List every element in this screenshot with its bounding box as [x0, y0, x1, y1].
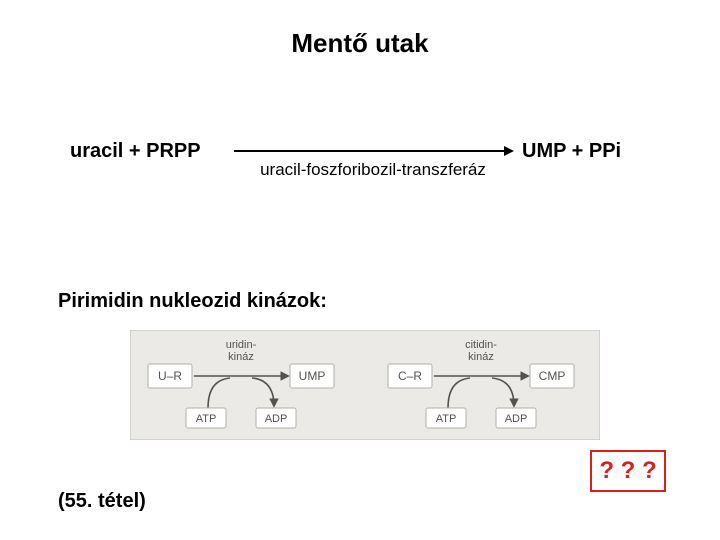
kinase-diagram: U–R UMP uridin- kináz ATP ADP C–R — [130, 330, 600, 440]
enzyme-label-top: uridin- — [226, 339, 257, 351]
reaction-arrow — [234, 150, 512, 152]
node-product-label: UMP — [299, 369, 326, 383]
cofactor-out-label: ADP — [505, 413, 528, 425]
question-mark-box: ? ? ? — [590, 450, 666, 492]
cofactor-in-label: ATP — [436, 413, 457, 425]
enzyme-label-bot: kináz — [468, 351, 494, 363]
reaction-enzyme-label: uracil-foszforibozil-transzferáz — [234, 160, 512, 180]
reaction-product: UMP + PPi — [522, 140, 621, 163]
node-product-label: CMP — [539, 369, 566, 383]
reaction-substrate: uracil + PRPP — [70, 140, 201, 163]
cofactor-out-label: ADP — [265, 413, 288, 425]
footnote: (55. tétel) — [58, 490, 146, 513]
node-substrate-label: C–R — [398, 369, 422, 383]
section-heading: Pirimidin nukleozid kinázok: — [58, 290, 327, 313]
enzyme-label-top: citidin- — [465, 339, 497, 351]
node-substrate-label: U–R — [158, 369, 182, 383]
enzyme-label-bot: kináz — [228, 351, 254, 363]
cofactor-in-label: ATP — [196, 413, 217, 425]
page-title: Mentő utak — [0, 28, 720, 59]
